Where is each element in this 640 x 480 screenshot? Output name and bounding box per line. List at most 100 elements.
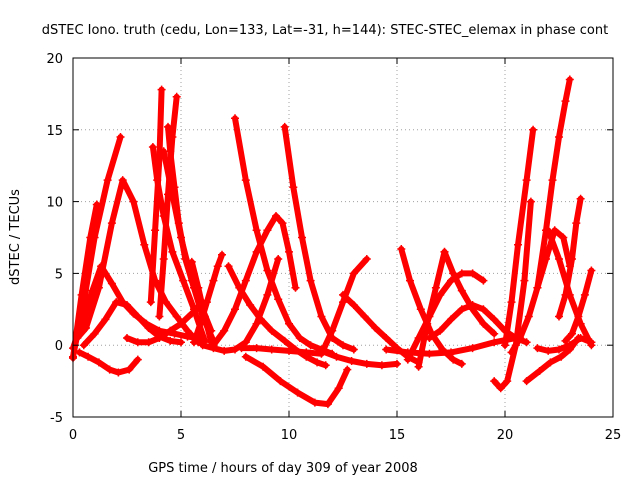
- data-point: [177, 319, 185, 328]
- data-point: [397, 245, 406, 253]
- data-point: [116, 133, 125, 141]
- x-tick-label: 0: [69, 428, 77, 443]
- data-point: [347, 357, 356, 365]
- series-line: [415, 248, 448, 370]
- data-point: [544, 226, 553, 235]
- data-series: [224, 262, 330, 370]
- data-point: [79, 341, 88, 350]
- data-point: [94, 358, 103, 367]
- data-point: [263, 226, 272, 235]
- data-point: [490, 377, 499, 386]
- data-point: [114, 368, 123, 377]
- data-point: [362, 359, 371, 368]
- data-point: [447, 315, 455, 324]
- data-point: [133, 338, 142, 347]
- data-point: [166, 326, 175, 335]
- data-point: [406, 276, 414, 285]
- data-point: [86, 233, 95, 242]
- data-point: [546, 358, 555, 367]
- data-point: [276, 377, 285, 386]
- data-point: [501, 341, 509, 350]
- data-point: [267, 326, 276, 335]
- data-point: [334, 384, 343, 393]
- data-point: [529, 125, 538, 134]
- data-point: [323, 400, 332, 409]
- x-tick-label: 10: [281, 428, 298, 443]
- data-point: [496, 384, 505, 393]
- data-point: [196, 319, 205, 328]
- data-point: [166, 336, 175, 345]
- data-point: [555, 345, 563, 354]
- data-point: [514, 240, 522, 249]
- y-axis-label: dSTEC / TECUs: [8, 189, 23, 285]
- data-point: [103, 176, 112, 185]
- data-point: [183, 326, 192, 335]
- data-point: [507, 298, 516, 307]
- data-point: [94, 283, 103, 292]
- series-line: [74, 177, 202, 346]
- x-axis-label: GPS time / hours of day 309 of year 2008: [148, 461, 418, 476]
- data-point: [155, 334, 164, 342]
- data-point: [181, 255, 190, 263]
- data-series: [501, 125, 538, 350]
- data-point: [339, 341, 347, 350]
- data-point: [449, 355, 458, 364]
- data-point: [177, 338, 185, 347]
- data-point: [75, 348, 84, 357]
- data-point: [170, 183, 179, 192]
- data-point: [168, 247, 177, 256]
- data-point: [159, 255, 168, 263]
- data-point: [524, 312, 533, 321]
- data-point: [557, 352, 566, 361]
- data-point: [436, 290, 445, 299]
- data-point: [339, 298, 347, 307]
- data-point: [144, 324, 153, 332]
- series-line: [426, 302, 530, 346]
- data-point: [414, 334, 423, 342]
- data-point: [252, 319, 261, 328]
- data-point: [520, 276, 529, 285]
- data-point: [587, 338, 596, 347]
- data-point: [252, 344, 261, 353]
- data-point: [522, 338, 531, 347]
- data-point: [73, 334, 82, 342]
- data-point: [490, 315, 499, 324]
- data-point: [382, 345, 391, 354]
- data-point: [291, 283, 300, 292]
- data-point: [259, 362, 268, 371]
- data-point: [522, 377, 531, 386]
- data-point: [568, 329, 576, 338]
- data-point: [479, 319, 488, 328]
- data-series: [190, 250, 226, 347]
- series-line: [441, 248, 498, 337]
- data-point: [82, 324, 90, 332]
- data-point: [153, 176, 162, 185]
- data-point: [274, 255, 283, 263]
- data-point: [298, 233, 306, 242]
- data-point: [289, 183, 298, 192]
- data-point: [548, 176, 557, 185]
- data-point: [129, 197, 138, 206]
- y-tick-label: -5: [50, 411, 63, 426]
- data-point: [125, 365, 134, 374]
- data-point: [317, 312, 326, 321]
- data-point: [293, 388, 302, 397]
- data-point: [280, 336, 289, 345]
- data-point: [241, 276, 250, 285]
- data-point: [274, 295, 283, 304]
- data-point: [172, 92, 181, 101]
- data-point: [414, 362, 423, 371]
- data-point: [457, 359, 466, 368]
- data-point: [457, 305, 466, 314]
- data-point: [190, 338, 198, 347]
- data-point: [360, 312, 369, 321]
- data-point: [568, 255, 576, 263]
- data-point: [457, 286, 466, 295]
- data-point: [490, 329, 499, 338]
- data-point: [200, 312, 209, 321]
- data-series: [561, 266, 596, 345]
- x-tick-label: 20: [497, 428, 514, 443]
- data-point: [362, 255, 371, 263]
- data-point: [440, 247, 449, 256]
